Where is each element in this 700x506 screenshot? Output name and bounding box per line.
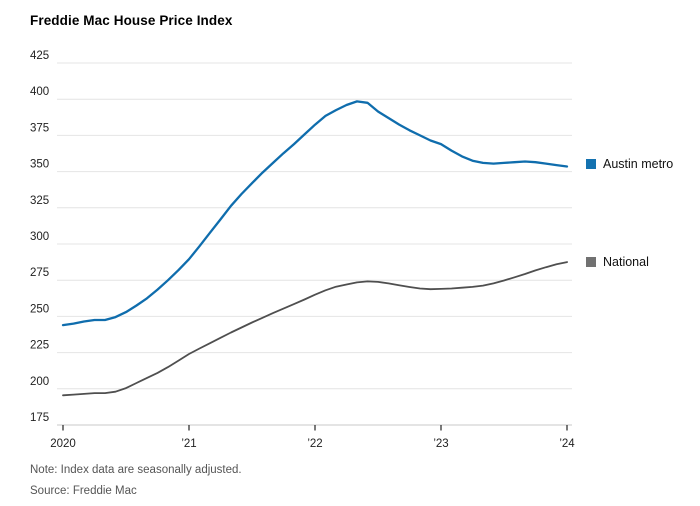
y-axis-label-425: 425 — [30, 50, 49, 62]
y-axis-label-175: 175 — [30, 412, 49, 424]
y-axis-label-400: 400 — [30, 86, 49, 98]
y-axis-label-325: 325 — [30, 195, 49, 207]
legend-item-austin-metro: Austin metro — [586, 157, 673, 171]
legend-label-austin-metro: Austin metro — [603, 157, 674, 171]
note-text: Note: Index data are seasonally adjusted… — [30, 464, 242, 476]
national-swatch-icon — [586, 257, 596, 267]
y-axis-label-200: 200 — [30, 376, 49, 388]
legend-label-national: National — [603, 255, 649, 269]
legend-item-national: National — [586, 255, 649, 269]
y-axis-label-300: 300 — [30, 231, 49, 243]
y-axis-label-225: 225 — [30, 340, 49, 352]
x-axis-label-2: ’22 — [307, 438, 322, 450]
austin-metro-line — [61, 100, 569, 327]
x-axis-label-4: ’24 — [559, 438, 575, 450]
y-axis-label-375: 375 — [30, 122, 49, 134]
x-axis-label-0: 2020 — [50, 438, 76, 450]
y-axis-label-350: 350 — [30, 159, 49, 171]
y-axis-label-275: 275 — [30, 267, 49, 279]
x-axis-label-3: ’23 — [433, 438, 448, 450]
national-line — [62, 261, 568, 397]
chart-title: Freddie Mac House Price Index — [30, 13, 233, 28]
y-axis-label-250: 250 — [30, 303, 49, 315]
chart-footer: Note: Index data are seasonally adjusted… — [30, 460, 242, 502]
x-axis-label-1: ’21 — [181, 438, 196, 450]
source-text: Source: Freddie Mac — [30, 485, 137, 497]
austin-metro-swatch-icon — [586, 159, 596, 169]
